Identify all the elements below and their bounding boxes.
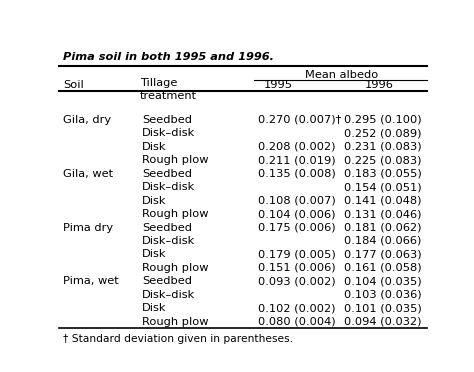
Text: † Standard deviation given in parentheses.: † Standard deviation given in parenthese… [63,334,293,344]
Text: 0.094 (0.032): 0.094 (0.032) [344,317,421,327]
Text: 0.104 (0.006): 0.104 (0.006) [258,209,335,219]
Text: Pima soil in both 1995 and 1996.: Pima soil in both 1995 and 1996. [63,52,274,62]
Text: 0.102 (0.002): 0.102 (0.002) [258,303,335,313]
Text: 0.252 (0.089): 0.252 (0.089) [344,128,421,138]
Text: Disk–disk: Disk–disk [142,236,195,246]
Text: 0.154 (0.051): 0.154 (0.051) [344,182,421,192]
Text: 0.101 (0.035): 0.101 (0.035) [344,303,422,313]
Text: 0.104 (0.035): 0.104 (0.035) [344,276,421,286]
Text: 0.175 (0.006): 0.175 (0.006) [258,222,335,232]
Text: Pima, wet: Pima, wet [63,276,118,286]
Text: Seedbed: Seedbed [142,169,192,179]
Text: 1996: 1996 [365,80,393,90]
Text: Seedbed: Seedbed [142,222,192,232]
Text: Pima dry: Pima dry [63,222,113,232]
Text: Disk: Disk [142,303,166,313]
Text: 0.161 (0.058): 0.161 (0.058) [344,263,421,273]
Text: 0.295 (0.100): 0.295 (0.100) [344,115,421,125]
Text: Disk–disk: Disk–disk [142,290,195,300]
Text: 0.270 (0.007)†: 0.270 (0.007)† [258,115,341,125]
Text: Gila, wet: Gila, wet [63,169,113,179]
Text: 0.080 (0.004): 0.080 (0.004) [258,317,335,327]
Text: 0.184 (0.066): 0.184 (0.066) [344,236,421,246]
Text: Soil: Soil [63,80,84,90]
Text: 0.225 (0.083): 0.225 (0.083) [344,155,421,165]
Text: 0.179 (0.005): 0.179 (0.005) [258,250,336,259]
Text: 0.151 (0.006): 0.151 (0.006) [258,263,335,273]
Text: 0.177 (0.063): 0.177 (0.063) [344,250,421,259]
Text: 0.131 (0.046): 0.131 (0.046) [344,209,421,219]
Text: Disk: Disk [142,196,166,206]
Text: Disk–disk: Disk–disk [142,182,195,192]
Text: Mean albedo: Mean albedo [305,70,378,80]
Text: Rough plow: Rough plow [142,209,209,219]
Text: Gila, dry: Gila, dry [63,115,111,125]
Text: 0.208 (0.002): 0.208 (0.002) [258,142,335,152]
Text: Disk: Disk [142,250,166,259]
Text: 0.231 (0.083): 0.231 (0.083) [344,142,421,152]
Text: Disk: Disk [142,142,166,152]
Text: Rough plow: Rough plow [142,155,209,165]
Text: Seedbed: Seedbed [142,276,192,286]
Text: 0.183 (0.055): 0.183 (0.055) [344,169,422,179]
Text: Disk–disk: Disk–disk [142,128,195,138]
Text: 0.103 (0.036): 0.103 (0.036) [344,290,421,300]
Text: Rough plow: Rough plow [142,263,209,273]
Text: Seedbed: Seedbed [142,115,192,125]
Text: 0.211 (0.019): 0.211 (0.019) [258,155,335,165]
Text: 1995: 1995 [264,80,292,90]
Text: Tillage
treatment: Tillage treatment [140,78,197,101]
Text: 0.141 (0.048): 0.141 (0.048) [344,196,421,206]
Text: 0.108 (0.007): 0.108 (0.007) [258,196,336,206]
Text: 0.181 (0.062): 0.181 (0.062) [344,222,421,232]
Text: 0.093 (0.002): 0.093 (0.002) [258,276,335,286]
Text: Rough plow: Rough plow [142,317,209,327]
Text: 0.135 (0.008): 0.135 (0.008) [258,169,336,179]
